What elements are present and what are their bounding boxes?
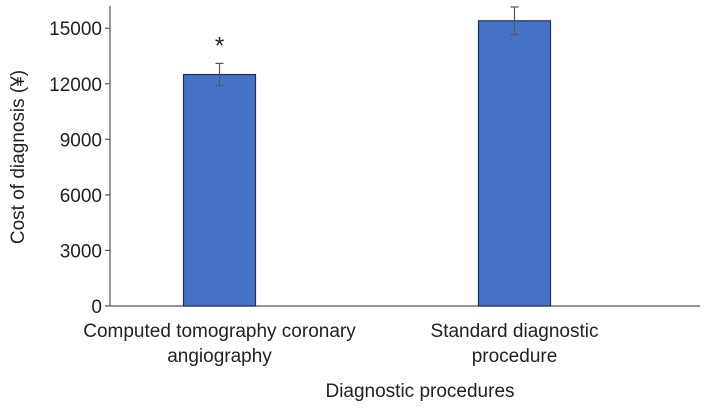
y-tick-label: 0 — [91, 297, 102, 318]
y-ticks: 0 3000 6000 9000 12000 15000 — [49, 19, 110, 318]
y-tick-label: 15000 — [49, 19, 102, 40]
y-tick-label: 3000 — [60, 241, 102, 262]
y-tick-label: 6000 — [60, 186, 102, 207]
x-tick-labels: Computed tomography coronary angiography S… — [83, 321, 598, 367]
y-tick-label: 9000 — [60, 130, 102, 151]
x-tick-label: Standard diagnostic — [431, 321, 599, 342]
bar — [477, 20, 552, 307]
x-tick-label: procedure — [472, 346, 558, 367]
x-axis-label: Diagnostic procedures — [325, 381, 514, 402]
x-tick-label: angiography — [167, 346, 272, 367]
x-tick-label: Computed tomography coronary — [83, 321, 356, 342]
y-tick-label: 12000 — [49, 75, 102, 96]
bar — [182, 73, 257, 307]
y-axis-label: Cost of diagnosis (¥) — [8, 70, 29, 244]
significance-marker: * — [215, 32, 224, 59]
bars: * — [182, 6, 552, 307]
